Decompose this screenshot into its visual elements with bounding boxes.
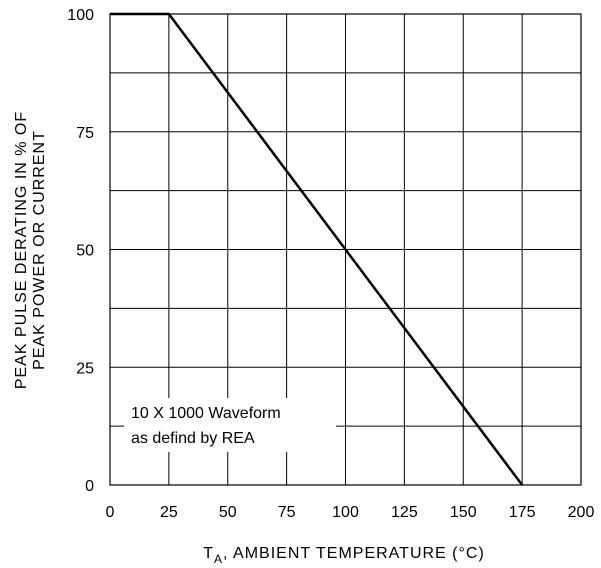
y-axis-label-line-1: PEAK PULSE DERATING IN % OF bbox=[13, 111, 30, 389]
y-tick-label: 25 bbox=[76, 360, 94, 377]
x-axis-label: TA, AMBIENT TEMPERATURE (°C) bbox=[203, 545, 485, 566]
y-axis-label-line-2: PEAK POWER OR CURRENT bbox=[31, 130, 48, 370]
x-tick-label: 25 bbox=[160, 504, 178, 521]
annotation-background bbox=[124, 398, 336, 452]
x-tick-label: 200 bbox=[568, 504, 595, 521]
x-tick-label: 175 bbox=[509, 504, 536, 521]
y-tick-label: 100 bbox=[67, 7, 94, 24]
x-tick-labels: 0 25 50 75 100 125 150 175 200 bbox=[106, 504, 595, 521]
x-tick-label: 75 bbox=[278, 504, 296, 521]
y-tick-label: 50 bbox=[76, 243, 94, 260]
y-tick-label: 0 bbox=[85, 478, 94, 495]
x-tick-label: 125 bbox=[391, 504, 418, 521]
derating-curve bbox=[110, 12, 524, 486]
x-tick-label: 50 bbox=[219, 504, 237, 521]
y-tick-label: 75 bbox=[76, 125, 94, 142]
x-tick-label: 0 bbox=[106, 504, 115, 521]
annotation-line-2: as defind by REA bbox=[131, 430, 255, 447]
plot-frame bbox=[109, 13, 582, 486]
x-tick-label: 150 bbox=[450, 504, 477, 521]
annotation-line-1: 10 X 1000 Waveform bbox=[131, 405, 281, 422]
x-tick-label: 100 bbox=[332, 504, 359, 521]
y-tick-labels: 0 25 50 75 100 bbox=[67, 7, 94, 495]
